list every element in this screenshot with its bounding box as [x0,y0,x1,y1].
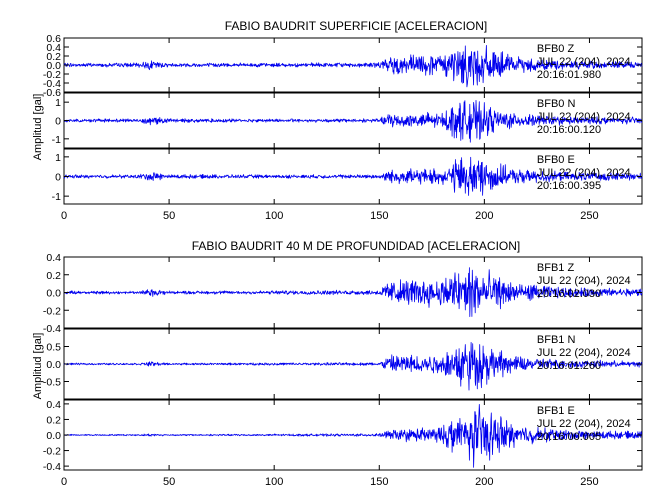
fig2-xtick-label: 100 [265,476,283,488]
figure2-title: FABIO BAUDRIT 40 M DE PROFUNDIDAD [ACELE… [192,239,521,253]
fig1-panel3-channel: BFB0 E [537,154,575,166]
fig1-panel1-ytick-label: -0.6 [43,87,61,99]
fig2-panel3-channel: BFB1 E [537,405,575,417]
fig2-panel3-ytick-label: 0.0 [46,430,61,442]
fig2-xtick-label: 150 [370,476,388,488]
fig2-panel1-trace [63,267,643,317]
fig1-panel1-ytick-label: -0.2 [43,69,61,81]
fig2-panel2-trace [63,342,643,391]
fig1-panel3-ytick-label: 1 [55,152,61,164]
fig1-xtick-label: 200 [475,210,493,222]
fig2-panel1-ytick-label: 0.0 [46,288,61,300]
fig2-panel3-ytick-label: 0.2 [46,414,61,426]
fig2-panel3-trace [63,404,643,468]
fig1-panel3-trace [63,156,643,196]
fig1-panel2-time: 20:16:00.120 [537,124,601,136]
fig1-xtick-label: 100 [265,210,283,222]
fig1-xtick-label: 0 [61,210,67,222]
fig1-panel1-date: JUL 22 (204), 2024 [537,56,631,68]
fig1-xtick-label: 50 [163,210,175,222]
fig2-panel1-ytick-label: -0.2 [43,305,61,317]
fig1-panel3-ytick-label: 0 [55,172,61,184]
fig2-panel3-ytick-label: 0.4 [46,399,61,411]
fig2-panel2-channel: BFB1 N [537,334,576,346]
fig2-xtick-label: 50 [163,476,175,488]
fig1-panel1-time: 20:16:01.980 [537,69,601,81]
fig1-panel3-ytick-label: -1 [52,191,61,203]
figure1-ylabel: Amplitud [gal] [32,94,44,161]
fig1-panel2-date: JUL 22 (204), 2024 [537,111,631,123]
figure1-title: FABIO BAUDRIT SUPERFICIE [ACELERACION] [225,19,488,33]
figure2-ylabel: Amplitud [gal] [32,333,44,400]
fig1-panel2-ytick-label: -1 [52,134,61,146]
fig2-xtick-label: 250 [580,476,598,488]
fig2-panel2-time: 20:16:01.260 [537,360,601,372]
fig2-panel1-date: JUL 22 (204), 2024 [537,275,631,287]
fig2-panel2-ytick-label: 0.0 [46,359,61,371]
fig1-panel2-channel: BFB0 N [537,98,576,110]
fig1-panel1-ytick-label: 0.4 [46,42,61,54]
fig2-panel3-time: 20:16:00.005 [537,431,601,443]
fig2-panel1-channel: BFB1 Z [537,262,575,274]
fig1-panel3-time: 20:16:00.395 [537,180,601,192]
fig2-panel3-ytick-label: -0.4 [43,461,61,473]
fig2-xtick-label: 200 [475,476,493,488]
fig1-panel2-trace [63,100,643,143]
fig1-xtick-label: 150 [370,210,388,222]
fig2-panel1-ytick-label: 0.2 [46,270,61,282]
fig2-panel1-ytick-label: -0.4 [43,323,61,335]
fig2-panel2-date: JUL 22 (204), 2024 [537,347,631,359]
fig2-xtick-label: 0 [61,476,67,488]
fig1-panel1-ytick-label: 0.2 [46,51,61,63]
fig2-panel3-date: JUL 22 (204), 2024 [537,418,631,430]
fig1-panel1-ytick-label: -0.4 [43,78,61,90]
fig1-panel2-ytick-label: 0 [55,116,61,128]
fig1-panel1-ytick-label: 0.0 [46,60,61,72]
fig1-panel1-trace [63,45,643,88]
fig1-panel1-ytick-label: 0.6 [46,33,61,45]
fig1-panel2-ytick-label: 1 [55,97,61,109]
fig1-xtick-label: 250 [580,210,598,222]
fig2-panel2-ytick-label: 0.5 [46,342,61,354]
fig1-panel1-channel: BFB0 Z [537,43,575,55]
fig2-panel3-ytick-label: -0.2 [43,446,61,458]
fig1-panel3-date: JUL 22 (204), 2024 [537,167,631,179]
fig2-panel1-time: 20:16:02.030 [537,288,601,300]
fig2-panel2-ytick-label: -0.5 [43,377,61,389]
fig2-panel1-ytick-label: 0.4 [46,252,61,264]
